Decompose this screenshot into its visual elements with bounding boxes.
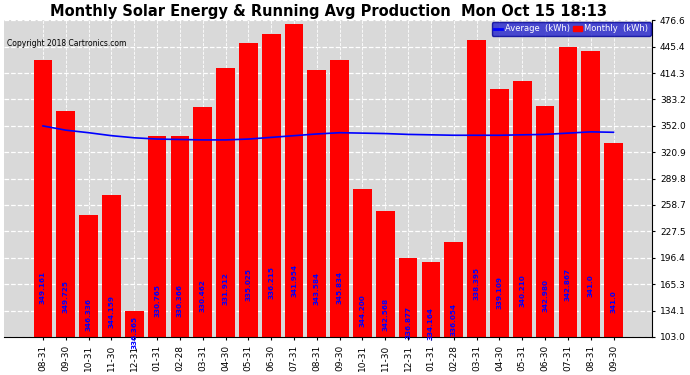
Text: 342.568: 342.568 (382, 298, 388, 331)
Bar (125, 310, 144, 337)
Text: 341.954: 341.954 (291, 264, 297, 297)
Bar (170, 136, 189, 337)
Bar (604, 143, 623, 337)
Bar (262, 34, 281, 337)
Text: 349.161: 349.161 (40, 271, 46, 304)
Text: 330.366: 330.366 (177, 284, 183, 317)
Text: 330.765: 330.765 (154, 284, 160, 317)
Bar (399, 258, 417, 337)
Text: 330.462: 330.462 (199, 279, 206, 312)
Bar (581, 51, 600, 337)
Text: 344.159: 344.159 (108, 295, 115, 328)
Text: 334.164: 334.164 (428, 307, 434, 340)
Text: 338.395: 338.395 (473, 267, 480, 300)
Bar (239, 43, 258, 337)
Text: 343.584: 343.584 (314, 272, 320, 305)
Text: 349.725: 349.725 (63, 280, 69, 313)
Bar (467, 40, 486, 337)
Bar (34, 60, 52, 337)
Bar (308, 70, 326, 337)
Text: 342.867: 342.867 (565, 268, 571, 301)
Bar (558, 47, 578, 337)
Bar (376, 211, 395, 337)
Text: 339.109: 339.109 (496, 276, 502, 309)
Text: 341.0: 341.0 (611, 291, 616, 314)
Text: 331.912: 331.912 (223, 272, 228, 305)
Bar (535, 106, 554, 337)
Text: 344.200: 344.200 (359, 294, 366, 327)
Bar (331, 60, 349, 337)
Bar (102, 195, 121, 337)
Text: 336.215: 336.215 (268, 266, 274, 299)
Text: Copyright 2018 Cartronics.com: Copyright 2018 Cartronics.com (7, 39, 126, 48)
Bar (353, 189, 372, 337)
Legend: Average  (kWh), Monthly  (kWh): Average (kWh), Monthly (kWh) (492, 22, 651, 36)
Bar (513, 81, 531, 337)
Bar (444, 242, 463, 337)
Bar (490, 90, 509, 337)
Title: Monthly Solar Energy & Running Avg Production  Mon Oct 15 18:13: Monthly Solar Energy & Running Avg Produ… (50, 4, 607, 19)
Text: 341.0: 341.0 (588, 274, 593, 297)
Text: 340.210: 340.210 (519, 274, 525, 307)
Text: 336.054: 336.054 (451, 303, 457, 336)
Bar (285, 24, 304, 337)
Bar (193, 107, 212, 337)
Text: 346.336: 346.336 (86, 298, 92, 332)
Bar (79, 215, 98, 337)
Bar (148, 136, 166, 337)
Bar (57, 111, 75, 337)
Text: 342.980: 342.980 (542, 279, 548, 312)
Bar (216, 68, 235, 337)
Text: 336.365: 336.365 (131, 316, 137, 349)
Text: 335.025: 335.025 (246, 267, 251, 300)
Bar (422, 261, 440, 337)
Text: 345.834: 345.834 (337, 271, 343, 304)
Text: 336.877: 336.877 (405, 306, 411, 339)
